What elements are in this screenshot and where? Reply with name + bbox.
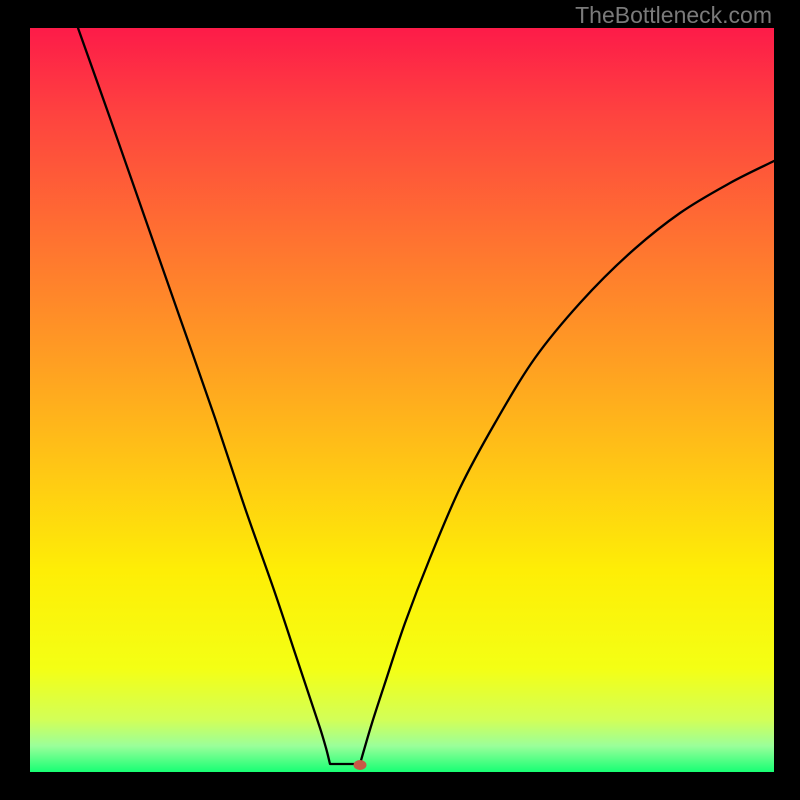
watermark-text: TheBottleneck.com <box>575 2 772 29</box>
plot-area <box>30 28 774 772</box>
minimum-marker <box>354 760 367 770</box>
curve-path <box>78 28 774 764</box>
curve-svg <box>30 28 774 772</box>
